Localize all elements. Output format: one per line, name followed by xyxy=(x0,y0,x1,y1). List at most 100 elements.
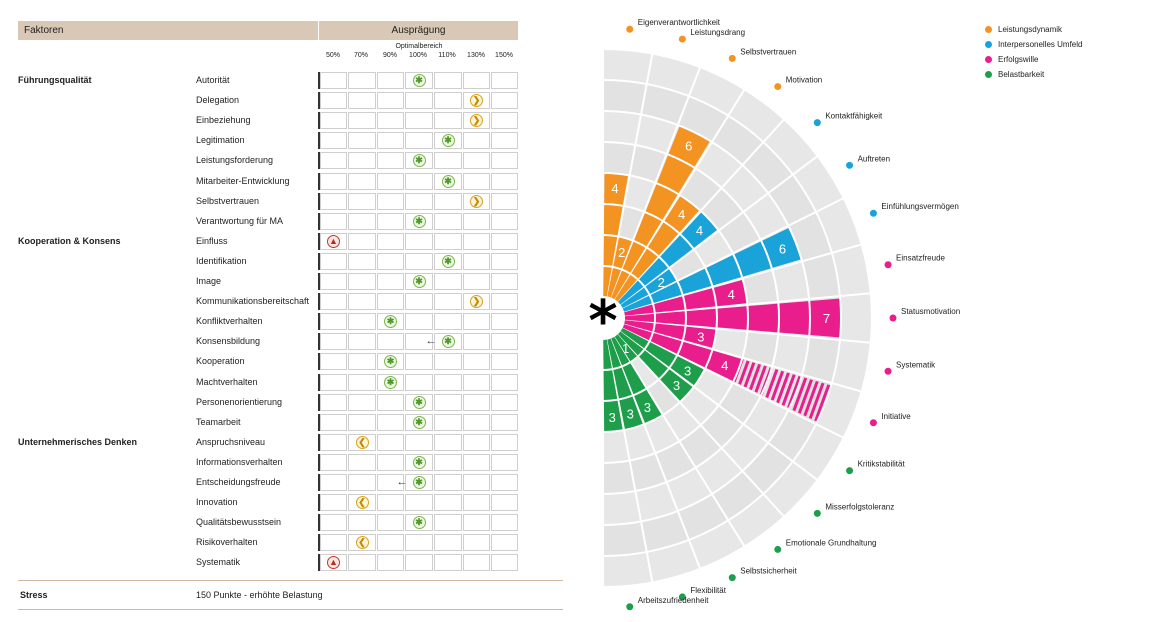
scale-cell xyxy=(491,72,518,89)
scale-cell xyxy=(491,554,518,572)
scale-cell xyxy=(463,132,490,150)
bar-value-label: 4 xyxy=(721,358,728,373)
bar-segment xyxy=(617,331,644,356)
scale-cell xyxy=(491,474,518,491)
scale-cell xyxy=(463,212,490,230)
category-label: Kontaktfähigkeit xyxy=(825,112,883,121)
scale-cell xyxy=(463,494,490,512)
scale-cell xyxy=(320,514,347,532)
category-dot xyxy=(846,161,854,169)
scale-cell xyxy=(348,212,376,230)
scale-cell xyxy=(377,333,404,351)
bar-segment xyxy=(748,303,778,333)
bar-segment xyxy=(603,205,623,236)
row-axis xyxy=(318,273,320,290)
scale-cell xyxy=(434,413,462,431)
scale-cell xyxy=(434,152,462,170)
scale-cell xyxy=(434,92,462,110)
scale-cell xyxy=(491,433,518,451)
scale-cell xyxy=(434,313,462,331)
scale-cell xyxy=(320,172,347,190)
scale-cell xyxy=(405,433,433,451)
header-factors: Faktoren xyxy=(18,21,318,40)
rating-marker-star-icon: ✱ xyxy=(441,174,455,188)
scale-cell xyxy=(463,313,490,331)
bar-value-label: 3 xyxy=(673,378,680,393)
ring-band xyxy=(603,174,747,462)
bar-value-label: 1 xyxy=(622,341,629,356)
scale-cell xyxy=(320,453,347,471)
scale-cell xyxy=(463,413,490,431)
wedge-divider xyxy=(622,326,846,440)
scale-cell xyxy=(348,554,376,572)
scale-cell xyxy=(491,313,518,331)
wedge-divider xyxy=(613,87,746,300)
factor-label: Systematik xyxy=(196,557,241,568)
row-axis xyxy=(318,72,320,89)
category-dot xyxy=(889,314,897,322)
ring-band xyxy=(603,50,871,586)
row-axis xyxy=(318,353,320,371)
factor-label: Anspruchsniveau xyxy=(196,436,266,447)
scale-cell xyxy=(463,172,490,190)
factor-label: Image xyxy=(196,276,222,286)
bar-segment xyxy=(611,270,630,300)
wedge-divider xyxy=(617,333,786,519)
bar-segment xyxy=(678,341,712,368)
scale-cell xyxy=(491,514,518,532)
scale-cell xyxy=(348,333,376,351)
scale-cell xyxy=(463,273,490,290)
category-dot xyxy=(846,467,854,475)
factor-label: Leistungsforderung xyxy=(196,155,274,166)
factor-table: Faktoren Ausprägung Optimalbereich 50% 70… xyxy=(0,0,565,622)
wedge-divider xyxy=(622,196,846,310)
category-label: Initiative xyxy=(881,412,911,421)
bar-segment xyxy=(622,241,646,273)
scale-cell xyxy=(320,474,347,491)
bar-value-label: 3 xyxy=(644,400,651,415)
scale-cell xyxy=(405,172,433,190)
header-factors-label: Faktoren xyxy=(24,25,64,36)
bar-segment xyxy=(603,370,618,400)
factor-label: Kooperation xyxy=(196,356,245,367)
bar-segment xyxy=(734,241,771,277)
category-label: Leistungsdrang xyxy=(690,28,745,37)
row-axis xyxy=(318,393,320,411)
scale-cell xyxy=(491,373,518,391)
wedge-divider xyxy=(613,336,746,549)
bar-segment xyxy=(624,313,654,323)
bar-segment xyxy=(622,363,646,395)
scale-cell xyxy=(434,373,462,391)
scale-cell xyxy=(320,132,347,150)
category-label: Einfühlungsvermögen xyxy=(881,202,958,211)
row-axis xyxy=(318,172,320,190)
bar-segment xyxy=(660,235,693,267)
scale-cell xyxy=(405,313,433,331)
bar-segment xyxy=(607,267,621,298)
scale-cell xyxy=(434,192,462,210)
scale-cell xyxy=(377,72,404,89)
header-scale: Ausprägung xyxy=(319,21,518,40)
scale-cell xyxy=(348,92,376,110)
ring-band xyxy=(603,112,809,524)
rating-marker-left-icon: ❮ xyxy=(355,536,369,550)
ring-band xyxy=(603,81,840,555)
bar-segment xyxy=(650,282,682,303)
category-dot xyxy=(626,603,634,611)
legend-item: Erfolgswille xyxy=(985,55,1038,64)
scale-cell xyxy=(434,72,462,89)
scale-cell xyxy=(348,514,376,532)
wedge-divider xyxy=(610,65,702,298)
factor-label: Einbeziehung xyxy=(196,115,251,126)
scale-cell xyxy=(405,92,433,110)
factor-label: Kommunikationsbereitschaft xyxy=(196,296,310,307)
wedge-divider xyxy=(619,154,820,306)
bar-segment xyxy=(631,248,658,279)
scale-cell xyxy=(377,413,404,431)
category-dot xyxy=(884,261,892,269)
scale-cell xyxy=(434,474,462,491)
scale-cell xyxy=(463,514,490,532)
scale-cell xyxy=(491,534,518,552)
stress-value: 150 Punkte - erhöhte Belastung xyxy=(196,590,323,600)
